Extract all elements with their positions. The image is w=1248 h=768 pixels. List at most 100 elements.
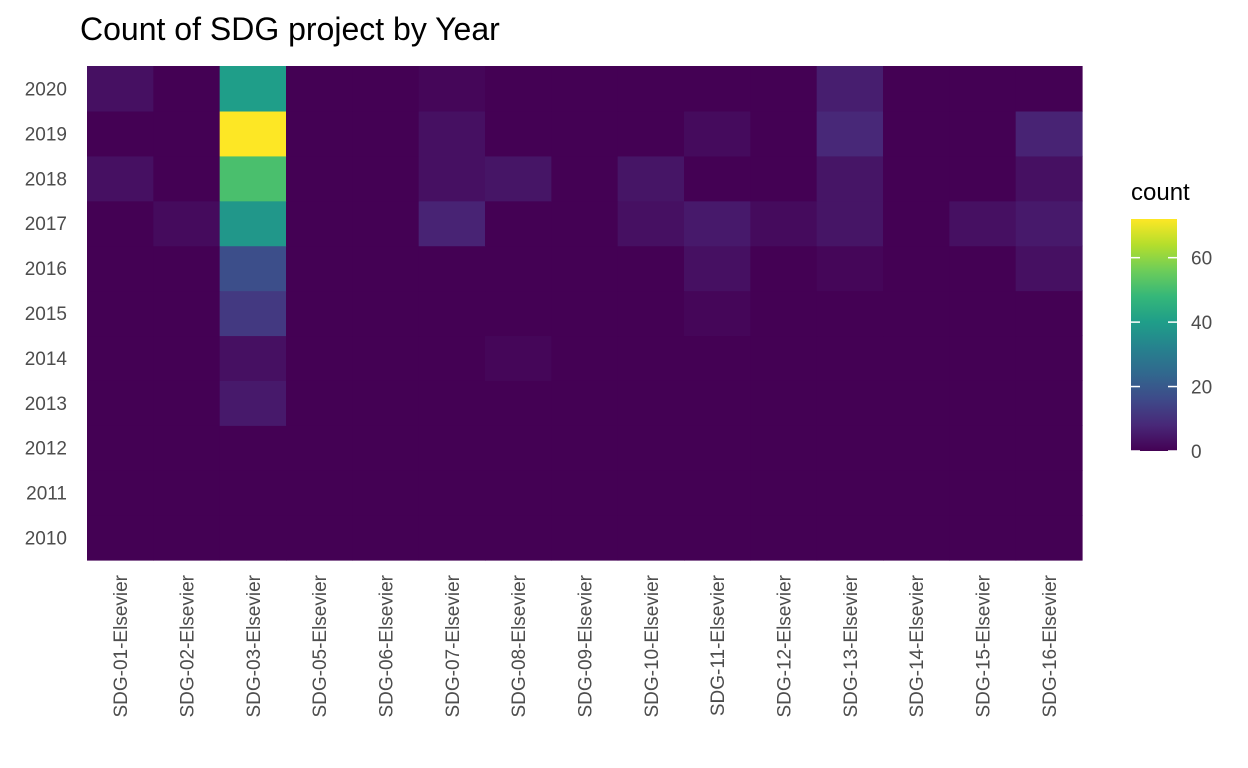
heatmap-cell [87, 425, 154, 471]
heatmap-cell [551, 425, 619, 471]
heatmap-cell [286, 110, 353, 157]
y-tick-label: 2016 [25, 259, 67, 280]
heatmap-cell [617, 425, 685, 471]
legend-tick-label: 0 [1191, 442, 1202, 463]
y-tick-label: 2015 [25, 304, 67, 325]
heatmap-cell [883, 245, 950, 292]
y-tick-label: 2014 [25, 349, 68, 370]
heatmap-cell [883, 515, 950, 561]
y-tick-label: 2013 [25, 394, 67, 415]
legend-color-bar [1131, 219, 1177, 451]
heatmap-cell [485, 335, 552, 381]
heatmap-cell [816, 155, 884, 202]
heatmap-cell [816, 335, 884, 381]
heatmap-cell [219, 200, 287, 247]
x-tick-label: SDG-01-Elsevier [111, 574, 132, 717]
heatmap-cell [219, 110, 287, 157]
heatmap-cell [418, 470, 486, 516]
heatmap-cell [418, 380, 486, 426]
heatmap-cell [219, 425, 287, 471]
heatmap-cell [485, 290, 552, 337]
heatmap-cell [617, 290, 685, 337]
heatmap-cell [551, 470, 619, 516]
heatmap-cell [816, 110, 884, 157]
heatmap-cell [816, 66, 884, 112]
heatmap-cell [352, 425, 420, 471]
legend-tick-label: 60 [1191, 249, 1212, 270]
heatmap-cell [617, 380, 685, 426]
heatmap-cell [551, 200, 619, 247]
heatmap-cell [286, 245, 353, 292]
heatmap-cell [1015, 110, 1083, 157]
heatmap-cell [418, 425, 486, 471]
heatmap-cell [551, 155, 619, 202]
heatmap-cell [949, 335, 1017, 381]
x-axis-tick-labels: SDG-01-Elsevier SDG-02-Elsevier SDG-03-Els… [111, 574, 1061, 717]
heatmap-cell [883, 200, 950, 247]
x-tick-label: SDG-02-Elsevier [178, 574, 199, 717]
heatmap-cell [87, 200, 154, 247]
heatmap-cell [949, 470, 1017, 516]
legend-ticks: 0 20 40 60 [1131, 249, 1212, 463]
legend-tick-label: 40 [1191, 313, 1212, 334]
heatmap-cell [684, 290, 751, 337]
heatmap-cell [286, 425, 353, 471]
heatmap-cell [949, 155, 1017, 202]
heatmap-cell [617, 245, 685, 292]
heatmap-cell [1015, 66, 1083, 112]
heatmap-cell [352, 515, 420, 561]
heatmap-cell [617, 155, 685, 202]
x-tick-label: SDG-11-Elsevier [708, 574, 729, 716]
heatmap-cell [1015, 200, 1083, 247]
heatmap-cell [684, 515, 751, 561]
heatmap-cell [87, 245, 154, 292]
x-tick-label: SDG-13-Elsevier [841, 574, 862, 717]
heatmap-cell [87, 470, 154, 516]
heatmap-cell [418, 290, 486, 337]
heatmap-cell [87, 110, 154, 157]
heatmap-cell [684, 335, 751, 381]
heatmap-cell [418, 155, 486, 202]
heatmap-cell [485, 155, 552, 202]
x-tick-label: SDG-10-Elsevier [642, 574, 663, 717]
heatmap-cell [949, 245, 1017, 292]
heatmap-cell [418, 515, 486, 561]
heatmap-cell [949, 110, 1017, 157]
heatmap-cell [485, 200, 552, 247]
heatmap-cell [750, 380, 818, 426]
heatmap-cell [1015, 380, 1083, 426]
heatmap-cell [617, 515, 685, 561]
heatmap-cell [219, 245, 287, 292]
heatmap-cell [219, 380, 287, 426]
heatmap-cell [418, 200, 486, 247]
heatmap-cell [219, 515, 287, 561]
heatmap-cell [286, 155, 353, 202]
heatmap-cell [750, 110, 818, 157]
chart-title: Count of SDG project by Year [80, 11, 500, 47]
heatmap-cell [551, 515, 619, 561]
heatmap-cell [352, 380, 420, 426]
heatmap-cell [551, 335, 619, 381]
heatmap-cell [485, 425, 552, 471]
heatmap-cell [485, 470, 552, 516]
heatmap-cell [684, 245, 751, 292]
heatmap-cell [684, 155, 751, 202]
heatmap-cell [617, 200, 685, 247]
x-tick-label: SDG-08-Elsevier [509, 574, 530, 717]
y-tick-label: 2017 [25, 214, 67, 235]
heatmap-cell [418, 66, 486, 112]
heatmap-cell [684, 200, 751, 247]
x-tick-label: SDG-14-Elsevier [907, 574, 928, 717]
heatmap-cell [352, 245, 420, 292]
x-tick-label: SDG-03-Elsevier [244, 574, 265, 717]
heatmap-cell [352, 290, 420, 337]
heatmap-cell [816, 245, 884, 292]
heatmap-cell [153, 290, 221, 337]
x-tick-label: SDG-09-Elsevier [576, 574, 597, 717]
heatmap-cells [87, 66, 1083, 561]
y-tick-label: 2018 [25, 169, 67, 190]
heatmap-cell [684, 380, 751, 426]
x-tick-label: SDG-05-Elsevier [310, 574, 331, 717]
heatmap-cell [352, 110, 420, 157]
